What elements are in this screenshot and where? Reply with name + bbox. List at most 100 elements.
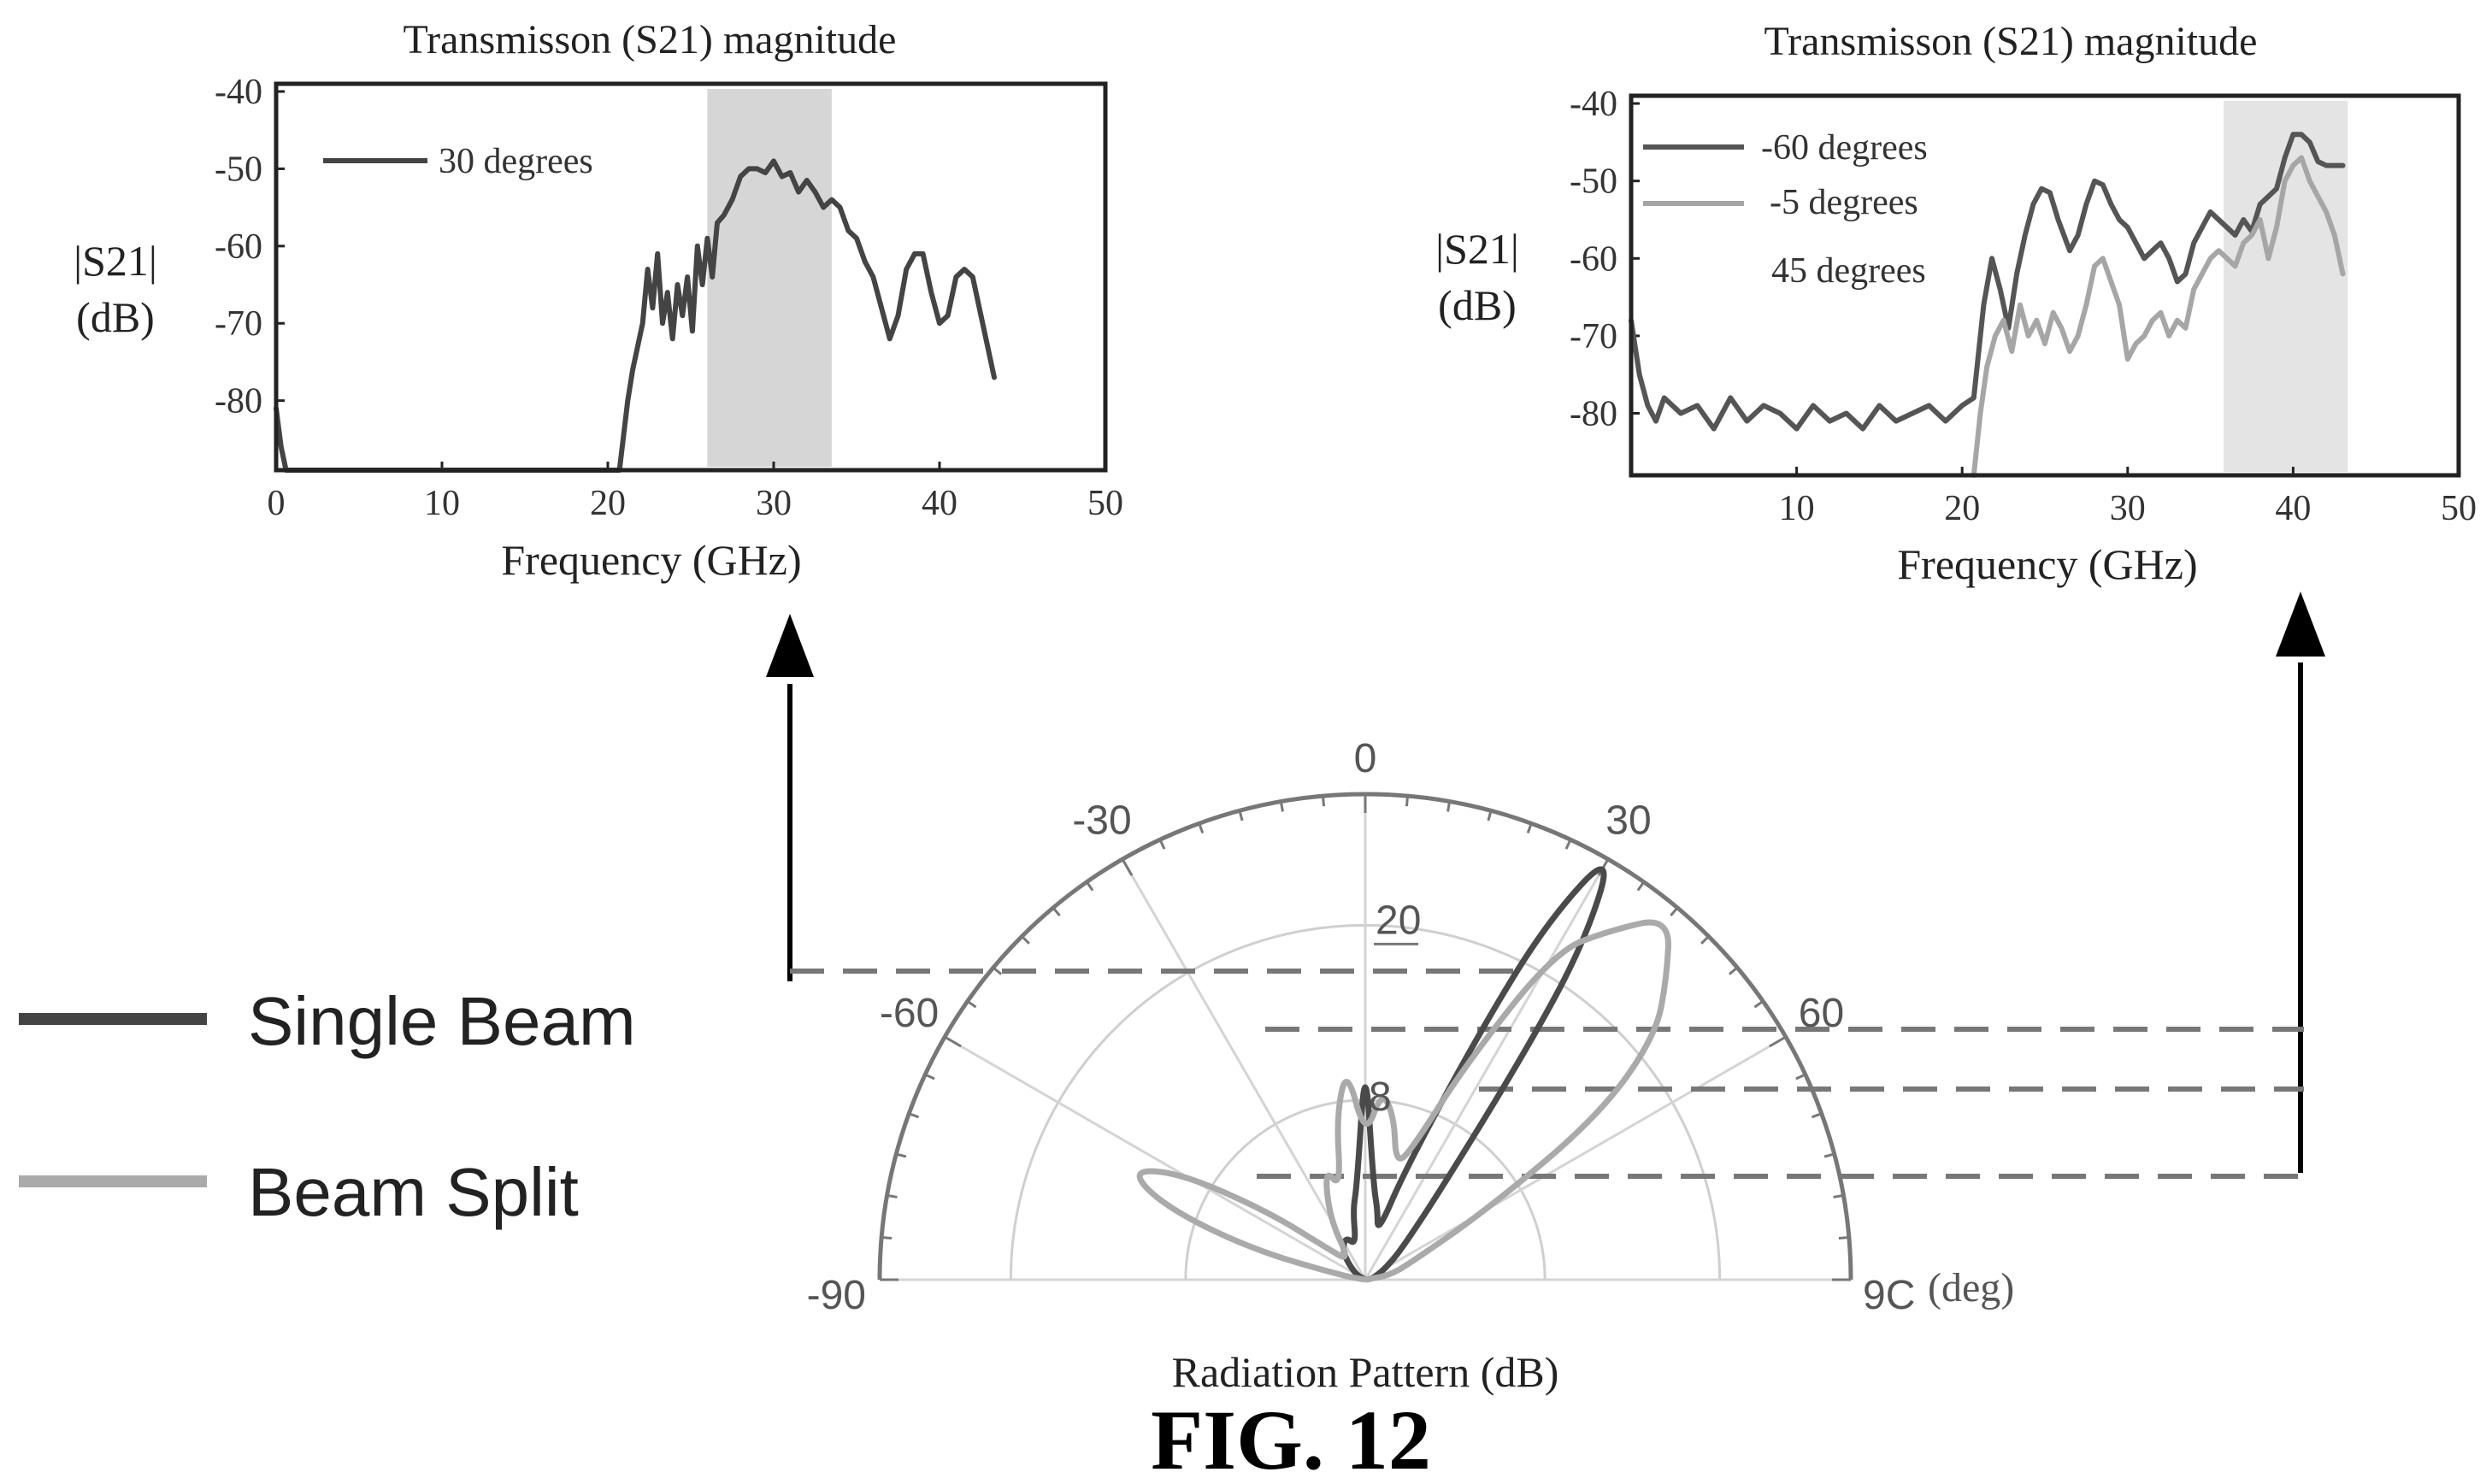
left-ytick-label: -80 xyxy=(215,382,262,421)
left-xtick-label: 30 xyxy=(756,484,792,523)
polar-tick xyxy=(887,1193,898,1198)
left-xtick-label: 20 xyxy=(590,484,626,523)
polar-tick xyxy=(1700,935,1710,945)
left-series-lines xyxy=(274,158,997,473)
right-chart-title: Transmisson (S21) magnitude xyxy=(1764,19,2258,64)
left-xtick-label: 10 xyxy=(424,484,460,523)
polar-angle-unit: (deg) xyxy=(1928,1265,2014,1310)
polar-angle-label: 0 xyxy=(1354,736,1377,781)
polar-angle-label: 30 xyxy=(1605,798,1651,844)
polar-tick xyxy=(881,1236,893,1240)
left-ytick-label: -70 xyxy=(215,304,262,344)
right-y-ticks: -40 -50 -60 -70 -80 xyxy=(1570,85,1640,434)
right-legend-label-m60: -60 degrees xyxy=(1761,128,1928,168)
left-xtick-label: 50 xyxy=(1087,484,1123,523)
right-s21-chart: Transmisson (S21) magnitude -40 -50 -60 -70… xyxy=(1435,19,2477,588)
polar-tick xyxy=(1670,906,1679,917)
single-beam-label: Single Beam xyxy=(248,983,636,1059)
left-y-ticks: -40 -50 -60 -70 -80 xyxy=(215,73,285,421)
polar-tick xyxy=(992,966,1003,975)
right-ytick-label: -50 xyxy=(1570,162,1617,202)
right-xtick-label: 50 xyxy=(2441,489,2477,528)
polar-xlabel: Radiation Pattern (dB) xyxy=(1172,1348,1559,1396)
polar-tick xyxy=(944,1035,962,1048)
left-xtick-label: 0 xyxy=(268,484,286,523)
polar-tick xyxy=(966,999,977,1009)
polar-tick xyxy=(1446,801,1452,812)
beam-split-label: Beam Split xyxy=(248,1154,579,1230)
left-xlabel: Frequency (GHz) xyxy=(501,536,801,584)
polar-tick xyxy=(1753,999,1764,1009)
right-ytick-label: -40 xyxy=(1570,85,1617,124)
left-highlight-band xyxy=(707,89,832,467)
right-plot-frame xyxy=(1629,93,2461,478)
right-ytick-label: -60 xyxy=(1570,239,1617,279)
polar-radial-label-20: 20 xyxy=(1376,898,1421,943)
polar-tick xyxy=(1121,858,1134,876)
polar-spoke xyxy=(1364,858,1610,1281)
right-ytick-label: -80 xyxy=(1570,395,1617,434)
right-xtick-label: 20 xyxy=(1944,489,1980,528)
right-legend-label-m5: -5 degrees xyxy=(1770,183,1918,222)
left-s21-chart: Transmisson (S21) magnitude -40 -50 -60 -70… xyxy=(74,17,1123,584)
figure-label: FIG. 12 xyxy=(1151,1393,1431,1484)
polar-series-lines xyxy=(1136,866,1671,1283)
polar-tick xyxy=(1405,796,1409,807)
right-xtick-label: 30 xyxy=(2110,489,2146,528)
right-ylabel-line2: (dB) xyxy=(1438,281,1517,329)
polar-tick xyxy=(1564,839,1572,850)
polar-tick xyxy=(1728,966,1739,975)
polar-tick xyxy=(908,1112,920,1119)
left-ytick-label: -60 xyxy=(215,227,262,267)
right-xtick-label: 40 xyxy=(2275,489,2311,528)
polar-reference-lines xyxy=(790,969,2304,1179)
left-series-line-0 xyxy=(274,158,997,473)
polar-spoke xyxy=(944,1035,1366,1281)
polar-tick xyxy=(1021,935,1030,945)
polar-tick xyxy=(1279,801,1284,812)
polar-tick xyxy=(1158,839,1166,850)
polar-tick xyxy=(895,1152,907,1158)
polar-spoke xyxy=(1121,858,1367,1281)
arrow-to-right-chart xyxy=(2276,592,2325,1173)
left-plot-frame xyxy=(274,81,1108,473)
right-series-lines xyxy=(1629,132,2346,478)
polar-angle-label: -60 xyxy=(880,991,939,1036)
left-legend-label-30: 30 degrees xyxy=(439,142,593,181)
polar-tick xyxy=(1198,822,1205,834)
right-series-line-0 xyxy=(1629,132,2346,432)
polar-tick xyxy=(1636,880,1646,892)
polar-tick xyxy=(1795,1073,1806,1081)
polar-radial-label-8: 8 xyxy=(1369,1075,1392,1120)
left-xtick-label: 40 xyxy=(922,484,957,523)
polar-tick xyxy=(1769,1035,1787,1048)
right-xtick-label: 10 xyxy=(1779,489,1815,528)
polar-tick xyxy=(1823,1152,1835,1158)
polar-tick xyxy=(1487,810,1493,822)
left-ytick-label: -50 xyxy=(215,150,262,189)
polar-angle-label: 9C xyxy=(1863,1273,1915,1318)
polar-grid xyxy=(877,792,1853,1281)
polar-series-line-1 xyxy=(1136,919,1671,1283)
arrow-to-left-chart xyxy=(766,614,814,981)
polar-angle-label: -30 xyxy=(1072,798,1131,844)
polar-tick xyxy=(1838,1236,1849,1240)
right-ytick-label: -70 xyxy=(1570,317,1617,356)
polar-tick xyxy=(924,1073,935,1081)
polar-tick xyxy=(1526,822,1533,834)
right-legend-label-45: 45 degrees xyxy=(1771,251,1926,291)
polar-tick xyxy=(1238,810,1244,822)
polar-tick xyxy=(1052,906,1061,917)
polar-spoke xyxy=(1364,1035,1787,1281)
polar-tick xyxy=(1085,880,1094,892)
right-xlabel: Frequency (GHz) xyxy=(1897,540,2197,588)
polar-tick xyxy=(1811,1112,1823,1119)
left-ylabel-line1: |S21| xyxy=(74,237,157,285)
left-chart-title: Transmisson (S21) magnitude xyxy=(404,17,897,62)
right-ylabel-line1: |S21| xyxy=(1435,225,1519,273)
left-ylabel-line2: (dB) xyxy=(76,293,155,341)
left-ytick-label: -40 xyxy=(215,73,262,112)
